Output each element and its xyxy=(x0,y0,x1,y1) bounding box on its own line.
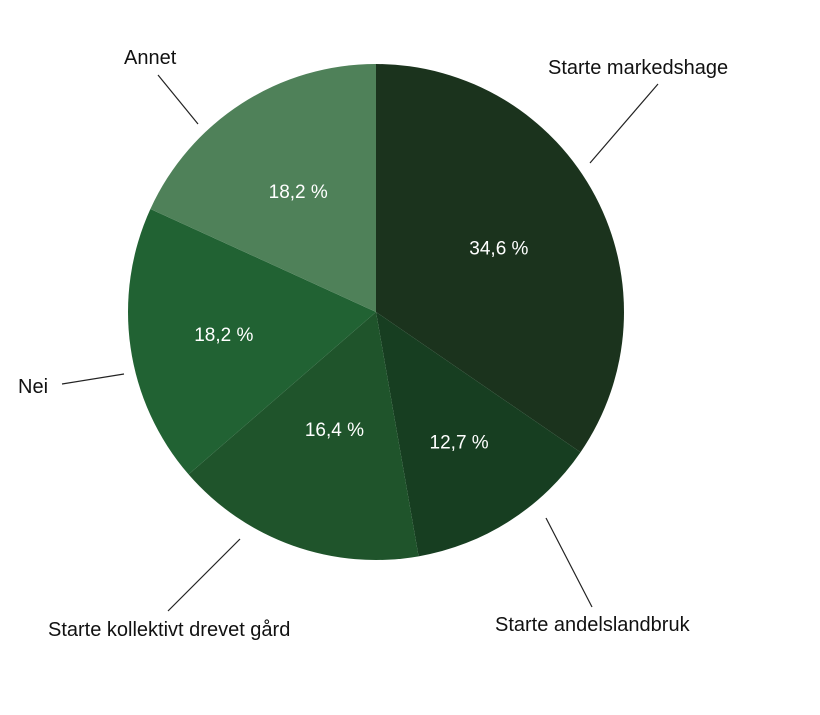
leader-line-starte-andelslandbruk xyxy=(545,517,593,608)
slice-value-labels: 34,6 % 12,7 % 16,4 % 18,2 % 18,2 % xyxy=(194,182,528,453)
pie-slice-annet xyxy=(150,64,376,312)
pie-slice-starte-kollektivt-drevet-gard xyxy=(188,312,419,560)
category-label-starte-kollektivt-drevet-gard: Starte kollektivt drevet gård xyxy=(48,619,290,641)
leader-line-starte-kollektivt-drevet-gard xyxy=(167,538,241,612)
leader-line-nei xyxy=(61,373,125,385)
slice-value-label-nei: 18,2 % xyxy=(194,325,253,346)
category-label-starte-andelslandbruk: Starte andelslandbruk xyxy=(495,614,691,636)
category-label-nei: Nei xyxy=(18,376,48,398)
slice-value-label-starte-kollektivt-drevet-gard: 16,4 % xyxy=(305,420,364,441)
leader-line-starte-markedshage xyxy=(589,83,659,164)
category-label-starte-markedshage: Starte markedshage xyxy=(548,57,728,79)
pie-slice-starte-markedshage xyxy=(376,64,624,453)
category-label-annet: Annet xyxy=(124,47,177,69)
category-labels: Starte markedshage Starte andelslandbruk… xyxy=(18,47,728,641)
slice-value-label-starte-andelslandbruk: 12,7 % xyxy=(430,432,489,453)
pie-slice-starte-andelslandbruk xyxy=(376,312,581,557)
pie-slice-nei xyxy=(128,208,376,475)
slice-value-label-annet: 18,2 % xyxy=(269,182,328,203)
pie-slices xyxy=(128,64,624,560)
slice-value-label-starte-markedshage: 34,6 % xyxy=(469,238,528,259)
leader-lines xyxy=(61,74,659,612)
leader-line-annet xyxy=(157,74,199,125)
